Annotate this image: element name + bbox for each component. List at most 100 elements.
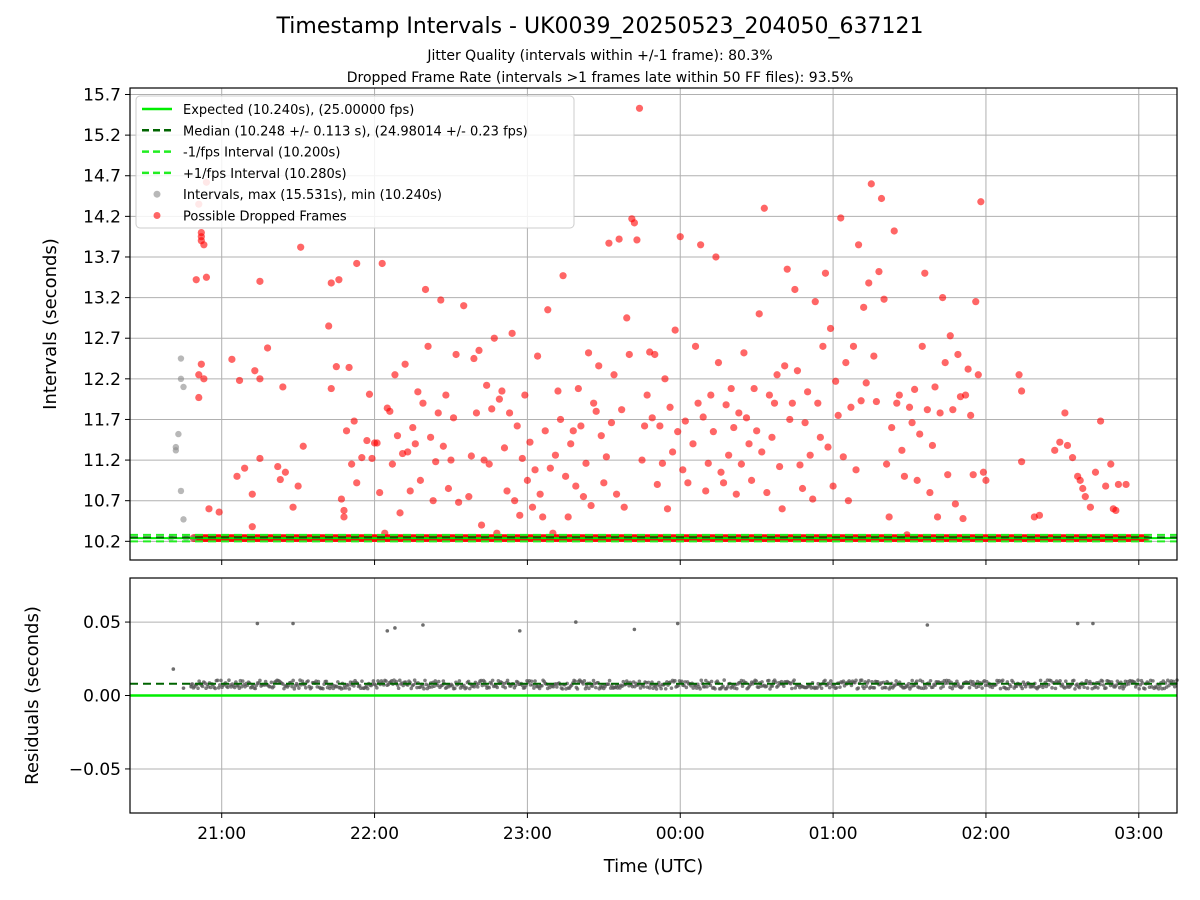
dropped-frame-point bbox=[388, 460, 396, 468]
residual-point bbox=[823, 678, 827, 683]
residual-point bbox=[394, 679, 399, 684]
residual-point bbox=[560, 687, 565, 691]
residual-point bbox=[587, 686, 591, 691]
bottom-y-tick-label: 0.05 bbox=[83, 613, 121, 633]
residual-point bbox=[924, 686, 928, 690]
residual-point bbox=[396, 686, 401, 691]
dropped-frame-point bbox=[472, 409, 481, 417]
residual-point bbox=[754, 679, 759, 683]
residual-point bbox=[764, 684, 769, 688]
dropped-frame-point bbox=[635, 104, 644, 112]
dropped-frame-point bbox=[625, 350, 633, 359]
dropped-frame-point bbox=[235, 376, 244, 385]
dropped-frame-point bbox=[424, 342, 432, 350]
x-tick-label: 00:00 bbox=[656, 824, 705, 844]
dropped-frame-point bbox=[949, 406, 957, 414]
residual-point bbox=[606, 682, 611, 687]
dropped-frame-point bbox=[554, 387, 562, 395]
dropped-frame-point bbox=[256, 375, 264, 383]
top-y-tick-label: 10.7 bbox=[83, 492, 121, 512]
residual-point bbox=[269, 680, 274, 685]
residual-point bbox=[346, 683, 350, 688]
dropped-frame-point bbox=[602, 453, 610, 461]
dropped-frame-point bbox=[607, 419, 616, 427]
dropped-frame-point bbox=[521, 391, 529, 399]
residual-point bbox=[594, 685, 598, 690]
dropped-frame-point bbox=[821, 269, 830, 277]
dropped-frame-point bbox=[574, 384, 582, 393]
dropped-frame-point bbox=[709, 428, 717, 436]
residual-point bbox=[495, 685, 500, 690]
dropped-frame-point bbox=[969, 471, 977, 479]
dropped-frame-point bbox=[488, 405, 496, 413]
residual-point bbox=[253, 686, 258, 691]
residual-point bbox=[659, 686, 663, 691]
dropped-frame-point bbox=[900, 472, 909, 480]
dropped-frame-point bbox=[742, 414, 751, 422]
dropped-frame-point bbox=[233, 472, 241, 480]
residual-point bbox=[1084, 678, 1089, 683]
dropped-frame-point bbox=[1018, 458, 1026, 466]
dropped-frame-point bbox=[643, 391, 651, 399]
interval-point bbox=[175, 430, 182, 438]
dropped-frame-point bbox=[717, 468, 725, 476]
residual-point bbox=[669, 686, 674, 690]
dropped-frame-point bbox=[758, 448, 766, 456]
residual-point bbox=[1020, 686, 1025, 691]
residual-point bbox=[1137, 686, 1141, 691]
residual-point bbox=[691, 686, 696, 690]
top-y-tick-label: 13.2 bbox=[83, 289, 121, 309]
dropped-frame-point bbox=[358, 454, 366, 462]
dropped-frame-point bbox=[516, 511, 524, 519]
interval-point bbox=[172, 443, 180, 451]
residual-point bbox=[226, 685, 230, 690]
dropped-frame-point bbox=[648, 414, 656, 422]
residual-point bbox=[790, 686, 794, 691]
dropped-frame-point bbox=[592, 407, 600, 415]
dropped-frame-point bbox=[1056, 438, 1064, 446]
x-axis-label: Time (UTC) bbox=[603, 856, 704, 877]
residual-point bbox=[1082, 685, 1086, 690]
dropped-frame-point bbox=[630, 219, 638, 227]
dropped-frame-point bbox=[263, 344, 272, 352]
residual-point bbox=[489, 681, 494, 686]
residual-point bbox=[421, 623, 425, 627]
dropped-frame-point bbox=[615, 235, 623, 243]
dropped-frame-point bbox=[824, 443, 832, 451]
dropped-frame-point bbox=[712, 253, 720, 261]
residual-point bbox=[584, 684, 589, 688]
dropped-frame-point bbox=[804, 388, 812, 396]
dropped-frame-point bbox=[562, 472, 570, 480]
residual-point bbox=[1172, 684, 1177, 689]
dropped-frame-point bbox=[911, 385, 919, 393]
dropped-frame-point bbox=[327, 384, 335, 393]
residual-point bbox=[1091, 621, 1095, 626]
dropped-frame-point bbox=[401, 360, 409, 368]
residual-point bbox=[647, 686, 652, 690]
top-y-tick-label: 15.7 bbox=[83, 85, 121, 105]
dropped-frame-point bbox=[913, 476, 921, 484]
dropped-frame-point bbox=[826, 324, 835, 333]
residual-point bbox=[582, 679, 587, 683]
dropped-frame-point bbox=[429, 497, 437, 505]
residual-point bbox=[291, 678, 295, 683]
residual-point bbox=[654, 687, 659, 691]
dropped-frame-point bbox=[745, 440, 753, 448]
residual-point bbox=[699, 678, 704, 683]
dropped-frame-point bbox=[539, 513, 547, 521]
residual-point bbox=[1096, 686, 1100, 690]
dropped-frame-point bbox=[350, 417, 358, 425]
residual-point bbox=[573, 679, 577, 683]
interval-point bbox=[177, 487, 185, 495]
residual-point bbox=[219, 678, 223, 683]
dropped-frame-point bbox=[605, 239, 613, 247]
dropped-frame-point bbox=[498, 387, 506, 395]
residual-point bbox=[422, 686, 426, 691]
dropped-frame-point bbox=[793, 367, 802, 375]
residual-point bbox=[227, 678, 231, 683]
dropped-frame-point bbox=[511, 497, 519, 505]
dropped-frame-point bbox=[495, 395, 503, 403]
dropped-frame-point bbox=[926, 488, 934, 497]
dropped-frame-point bbox=[923, 406, 931, 414]
dropped-frame-point bbox=[475, 346, 483, 355]
